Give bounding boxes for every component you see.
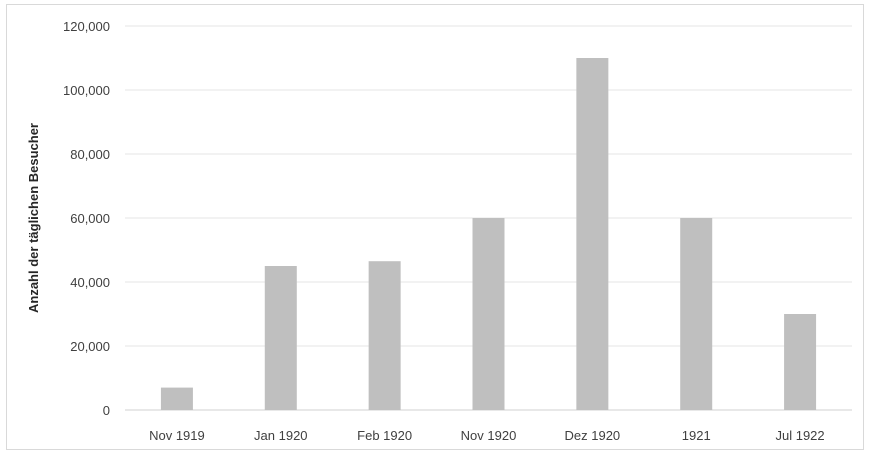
bar — [576, 58, 609, 410]
y-tick-label: 80,000 — [70, 147, 110, 162]
x-tick-label: Nov 1920 — [461, 428, 517, 443]
y-axis-title: Anzahl der täglichen Besucher — [26, 123, 41, 313]
y-axis-ticks: 0 20,000 40,000 60,000 80,000 100,000 120,000 — [63, 19, 110, 418]
y-tick-label: 60,000 — [70, 211, 110, 226]
bar — [264, 266, 297, 410]
bar — [472, 218, 505, 410]
x-axis-ticks: Nov 1919 Jan 1920 Feb 1920 Nov 1920 Dez 1920… — [149, 428, 825, 443]
y-tick-label: 0 — [103, 403, 110, 418]
x-tick-label: 1921 — [682, 428, 711, 443]
bars — [160, 58, 817, 410]
x-tick-label: Jul 1922 — [775, 428, 824, 443]
bar — [160, 387, 193, 410]
y-tick-label: 120,000 — [63, 19, 110, 34]
y-tick-label: 20,000 — [70, 339, 110, 354]
x-tick-label: Dez 1920 — [565, 428, 621, 443]
bar — [368, 261, 401, 410]
x-tick-label: Jan 1920 — [254, 428, 308, 443]
gridlines — [125, 25, 852, 411]
bar — [680, 218, 713, 410]
y-tick-label: 40,000 — [70, 275, 110, 290]
chart-frame — [6, 4, 864, 450]
x-tick-label: Feb 1920 — [357, 428, 412, 443]
x-tick-label: Nov 1919 — [149, 428, 205, 443]
bar — [784, 314, 817, 410]
y-tick-label: 100,000 — [63, 83, 110, 98]
